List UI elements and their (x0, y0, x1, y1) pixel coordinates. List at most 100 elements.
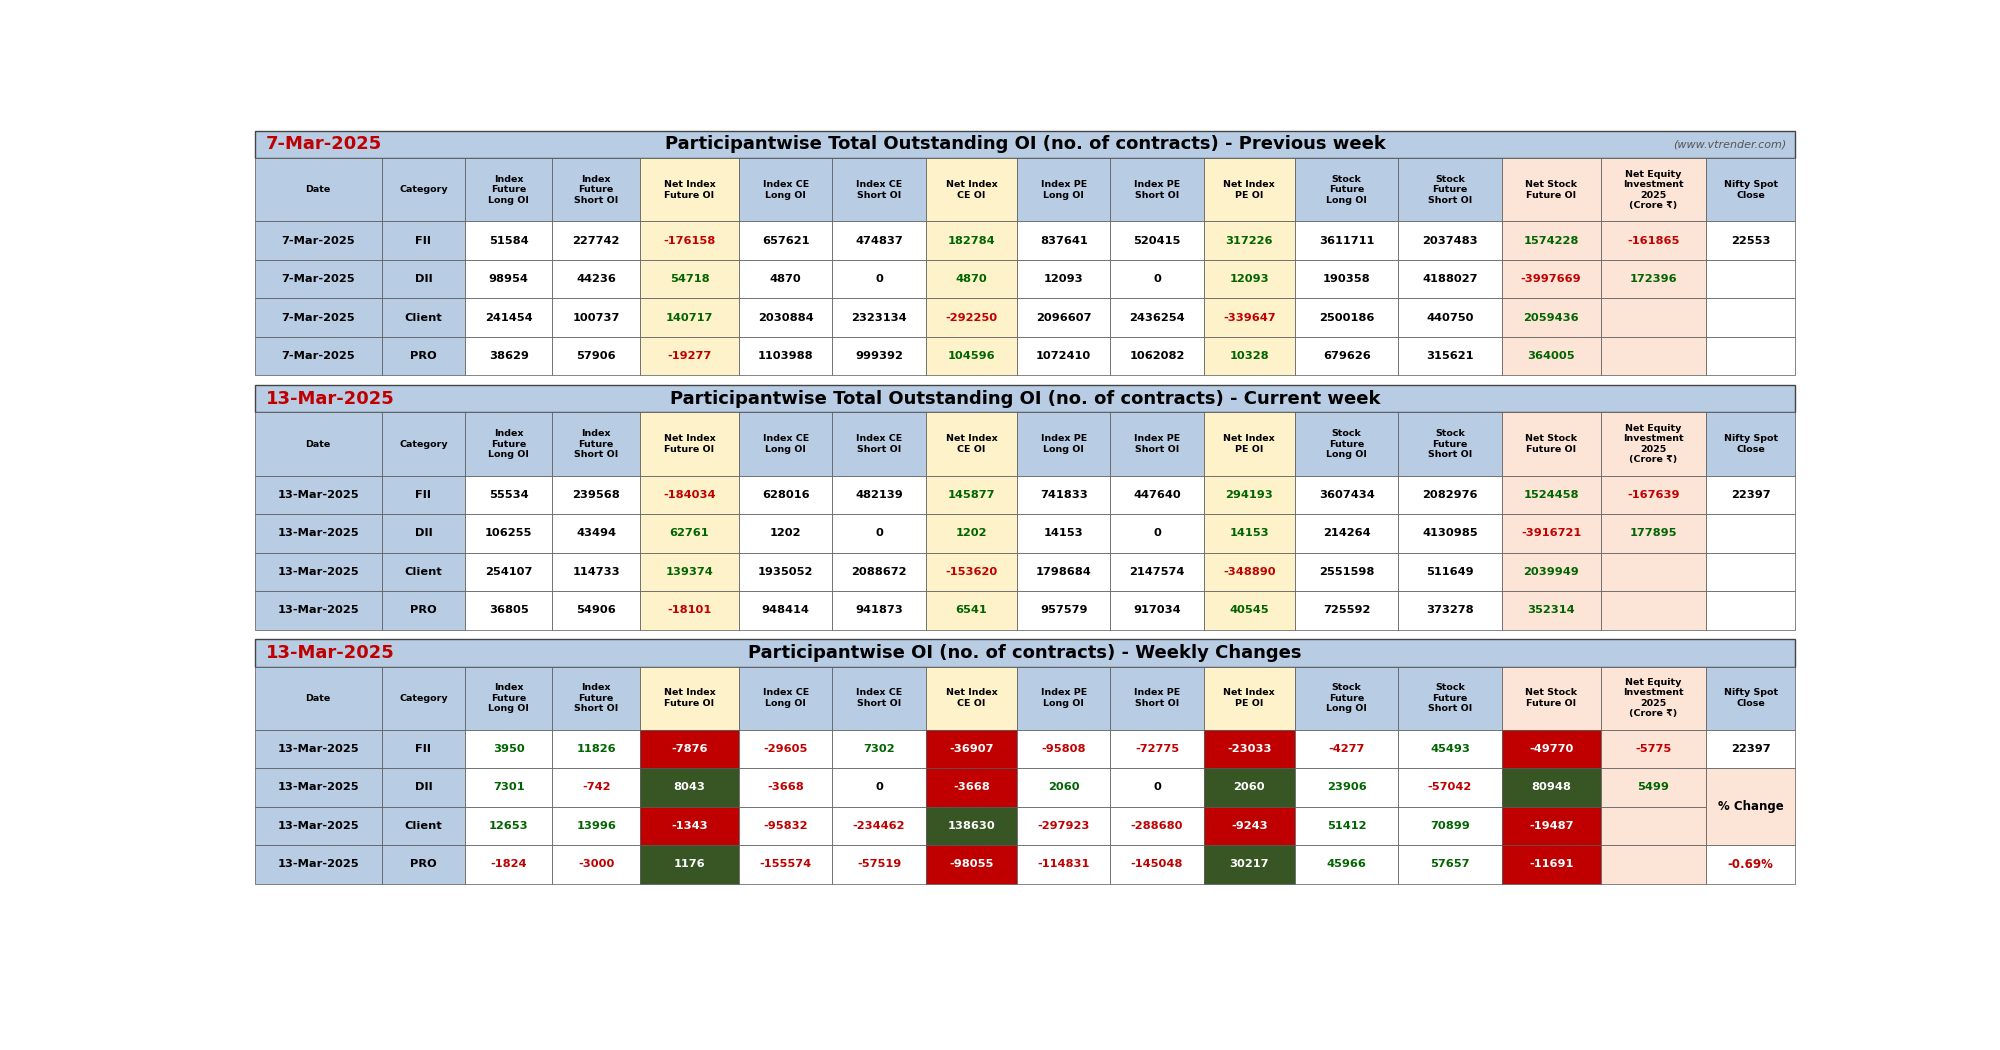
Bar (254, 476, 382, 514)
Text: Date: Date (306, 440, 330, 448)
Text: 254107: 254107 (486, 567, 532, 576)
Text: 2096607: 2096607 (1036, 313, 1092, 322)
Bar (254, 514, 382, 552)
Text: 0: 0 (876, 274, 884, 285)
Bar (926, 769, 1018, 806)
Text: -49770: -49770 (1528, 744, 1574, 754)
Bar (1110, 845, 1204, 884)
Bar (1018, 552, 1110, 591)
Bar (926, 845, 1018, 884)
Text: 54718: 54718 (670, 274, 710, 285)
Text: Date: Date (306, 694, 330, 702)
Text: Net Index
PE OI: Net Index PE OI (1224, 689, 1276, 708)
Text: Index PE
Short OI: Index PE Short OI (1134, 689, 1180, 708)
Text: -98055: -98055 (950, 860, 994, 869)
Text: -11691: -11691 (1528, 860, 1574, 869)
Bar (552, 298, 640, 337)
Text: DII: DII (414, 274, 432, 285)
Bar (1706, 222, 1796, 260)
Text: Stock
Future
Short OI: Stock Future Short OI (1428, 684, 1472, 713)
Bar (254, 667, 382, 730)
Bar (254, 337, 382, 376)
Bar (466, 476, 552, 514)
Text: Participantwise Total Outstanding OI (no. of contracts) - Previous week: Participantwise Total Outstanding OI (no… (664, 135, 1386, 153)
Text: Net Index
CE OI: Net Index CE OI (946, 435, 998, 454)
Bar (926, 476, 1018, 514)
Bar (832, 159, 926, 222)
Text: 12653: 12653 (488, 821, 528, 831)
Text: 100737: 100737 (572, 313, 620, 322)
Bar (466, 845, 552, 884)
Bar (832, 298, 926, 337)
Bar (1018, 222, 1110, 260)
Bar (382, 260, 466, 298)
Text: 43494: 43494 (576, 528, 616, 539)
Bar (640, 260, 740, 298)
Bar (1600, 845, 1706, 884)
Bar (640, 476, 740, 514)
Bar (382, 159, 466, 222)
Bar (640, 769, 740, 806)
Text: Index PE
Short OI: Index PE Short OI (1134, 435, 1180, 454)
Text: -95808: -95808 (1042, 744, 1086, 754)
Text: 1202: 1202 (770, 528, 802, 539)
Bar (382, 845, 466, 884)
Text: -19487: -19487 (1528, 821, 1574, 831)
Text: 2059436: 2059436 (1524, 313, 1578, 322)
Text: 725592: 725592 (1322, 606, 1370, 615)
Bar (1204, 222, 1296, 260)
Bar (1296, 845, 1398, 884)
Bar (1018, 413, 1110, 476)
Bar (926, 337, 1018, 376)
Text: 373278: 373278 (1426, 606, 1474, 615)
Text: FII: FII (416, 236, 432, 246)
Text: 45493: 45493 (1430, 744, 1470, 754)
Text: Net Index
Future OI: Net Index Future OI (664, 435, 716, 454)
Bar (1296, 591, 1398, 630)
Bar (1110, 591, 1204, 630)
Text: -176158: -176158 (664, 236, 716, 246)
Bar (1296, 730, 1398, 769)
Text: 13996: 13996 (576, 821, 616, 831)
Text: 0: 0 (876, 528, 884, 539)
Text: -114831: -114831 (1038, 860, 1090, 869)
Bar (382, 298, 466, 337)
Text: 2323134: 2323134 (852, 313, 906, 322)
Text: 1524458: 1524458 (1524, 490, 1578, 500)
Text: 13-Mar-2025: 13-Mar-2025 (278, 744, 358, 754)
Bar (1600, 552, 1706, 591)
Bar (254, 159, 382, 222)
Text: 12093: 12093 (1230, 274, 1270, 285)
Bar (1600, 806, 1706, 845)
Text: 177895: 177895 (1630, 528, 1678, 539)
Text: DII: DII (414, 528, 432, 539)
Bar (1600, 298, 1706, 337)
Text: -234462: -234462 (852, 821, 906, 831)
Bar (926, 260, 1018, 298)
Bar (382, 337, 466, 376)
Bar (1018, 337, 1110, 376)
Text: 51584: 51584 (488, 236, 528, 246)
Bar (1398, 298, 1502, 337)
Text: Index CE
Short OI: Index CE Short OI (856, 181, 902, 200)
Bar (466, 806, 552, 845)
Bar (466, 730, 552, 769)
Bar (1706, 667, 1796, 730)
Text: 520415: 520415 (1134, 236, 1180, 246)
Bar (1110, 159, 1204, 222)
Text: Index CE
Short OI: Index CE Short OI (856, 435, 902, 454)
Bar (1706, 552, 1796, 591)
Bar (1296, 222, 1398, 260)
Text: 352314: 352314 (1528, 606, 1574, 615)
Text: 13-Mar-2025: 13-Mar-2025 (278, 860, 358, 869)
Bar (1110, 413, 1204, 476)
Text: 214264: 214264 (1322, 528, 1370, 539)
Bar (1018, 476, 1110, 514)
Text: -742: -742 (582, 782, 610, 793)
Bar (1600, 730, 1706, 769)
Bar (926, 413, 1018, 476)
Text: Stock
Future
Long OI: Stock Future Long OI (1326, 684, 1368, 713)
Bar (832, 337, 926, 376)
Text: -3000: -3000 (578, 860, 614, 869)
Bar (740, 260, 832, 298)
